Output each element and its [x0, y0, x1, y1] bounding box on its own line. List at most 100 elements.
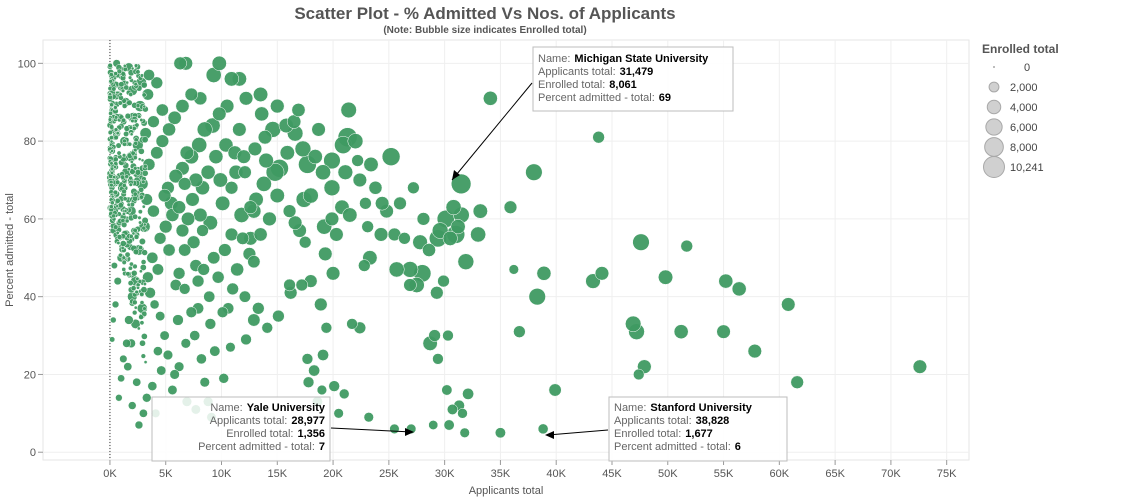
svg-text:Percent admitted - total:6: Percent admitted - total: 6 — [614, 441, 741, 453]
data-point — [137, 279, 143, 284]
svg-text:Applicants total:31,479: Applicants total: 31,479 — [538, 66, 653, 78]
data-point — [113, 76, 117, 81]
data-point — [257, 130, 273, 145]
data-point — [215, 195, 231, 211]
data-point — [135, 69, 141, 75]
data-point — [209, 345, 221, 357]
data-point — [111, 86, 117, 92]
x-tick-label: 70K — [881, 468, 901, 480]
data-point — [111, 300, 120, 309]
data-point — [133, 63, 139, 68]
data-point — [131, 231, 136, 236]
data-point — [147, 381, 158, 391]
data-point — [256, 176, 272, 192]
data-point — [291, 103, 306, 117]
data-point — [172, 267, 186, 280]
data-point — [128, 91, 134, 97]
data-point — [126, 202, 131, 207]
data-point — [272, 309, 285, 323]
data-point — [121, 117, 127, 123]
legend-label: 0 — [1024, 62, 1030, 74]
x-tick-label: 60K — [770, 468, 790, 480]
chart-subtitle: (Note: Bubble size indicates Enrolled to… — [383, 25, 586, 36]
data-point — [363, 156, 379, 172]
legend-title: Enrolled total — [982, 42, 1059, 56]
legend-bubble — [983, 156, 1005, 178]
svg-text:Applicants total:38,828: Applicants total: 38,828 — [614, 415, 729, 427]
data-point — [592, 131, 605, 144]
y-tick-label: 100 — [18, 58, 36, 70]
anno-applicants-label: Applicants total: — [614, 415, 692, 427]
data-point — [204, 318, 217, 330]
chart-title: Scatter Plot - % Admitted Vs Nos. of App… — [294, 4, 675, 23]
data-point — [443, 419, 455, 431]
data-point — [138, 186, 145, 193]
data-point — [132, 191, 138, 197]
data-point — [203, 290, 216, 303]
data-point — [254, 106, 270, 122]
annotation-arrow — [451, 82, 533, 181]
data-point — [298, 236, 312, 249]
data-point — [138, 314, 144, 320]
data-point — [346, 318, 358, 330]
data-point — [196, 121, 213, 138]
data-point — [323, 179, 341, 197]
plot-area — [42, 39, 970, 461]
data-point — [450, 219, 466, 235]
data-point — [139, 73, 145, 78]
anno-name-label: Name: — [210, 402, 242, 414]
data-point — [142, 104, 147, 109]
data-point — [184, 87, 199, 102]
data-point — [142, 222, 147, 227]
data-point — [358, 259, 371, 272]
data-point — [132, 213, 139, 220]
data-point — [447, 404, 458, 415]
data-point — [141, 225, 147, 231]
data-point — [185, 192, 200, 207]
data-point — [109, 200, 115, 206]
data-point — [253, 227, 268, 242]
x-axis-ticks: 0K 5K 10K 15K 20K 25K 30K 35K 40K 45K 50K 55K 60K 65K… — [103, 460, 957, 480]
data-point — [132, 195, 139, 202]
data-point — [109, 182, 114, 188]
legend-label: 10,241 — [1010, 162, 1044, 174]
data-point — [139, 408, 148, 418]
data-point — [536, 265, 552, 281]
data-point — [136, 326, 141, 331]
data-point — [133, 147, 138, 153]
legend-label: 8,000 — [1010, 142, 1038, 154]
data-point — [130, 66, 135, 71]
anno-name-label: Name: — [538, 53, 570, 65]
data-point — [302, 187, 319, 204]
data-points — [106, 55, 928, 439]
svg-text:Enrolled total:8,061: Enrolled total: 8,061 — [538, 79, 637, 91]
data-point — [294, 140, 312, 158]
data-point — [442, 329, 454, 342]
data-point — [123, 130, 130, 137]
x-axis-title: Applicants total — [469, 485, 544, 497]
data-point — [153, 232, 167, 245]
data-point — [116, 150, 122, 156]
data-point — [178, 243, 192, 257]
data-point — [318, 246, 333, 261]
data-point — [658, 269, 674, 285]
data-point — [125, 271, 131, 277]
data-point — [403, 278, 417, 292]
data-point — [118, 252, 123, 258]
data-point — [359, 197, 372, 210]
data-point — [140, 158, 145, 163]
anno-enrolled-value: 8,061 — [609, 79, 637, 91]
data-point — [445, 199, 462, 216]
data-point — [108, 79, 113, 84]
data-point — [252, 302, 265, 315]
anno-percent-value: 7 — [319, 441, 325, 453]
data-point — [437, 274, 450, 288]
data-point — [216, 306, 229, 318]
data-point — [149, 299, 160, 310]
data-point — [132, 263, 138, 270]
data-point — [138, 245, 144, 251]
data-point — [127, 141, 133, 147]
anno-percent-label: Percent admitted - total: — [198, 441, 315, 453]
anno-name-value: Stanford University — [650, 402, 752, 414]
anno-name-value: Michigan State University — [574, 53, 709, 65]
